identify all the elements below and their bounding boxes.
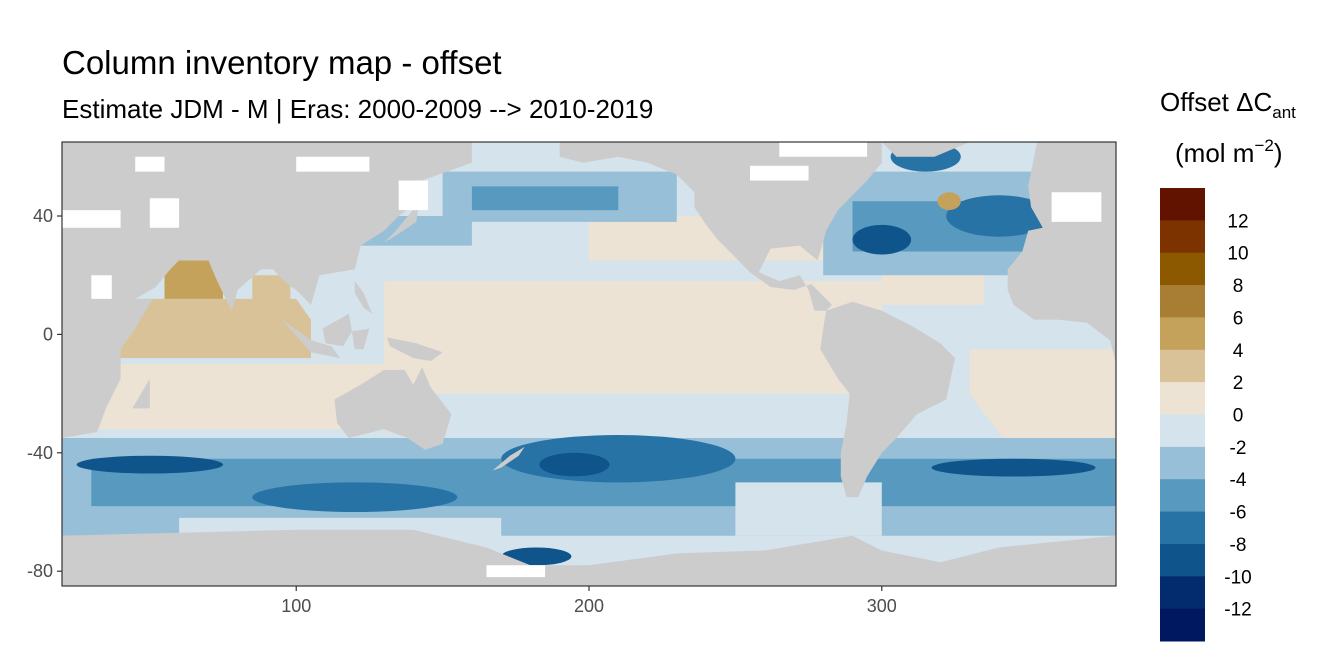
legend-label: 8	[1233, 276, 1244, 297]
x-axis: 100 200 300	[281, 586, 897, 616]
legend-bin	[1160, 220, 1205, 254]
land-area	[281, 319, 341, 359]
missing-data-area	[1051, 192, 1102, 222]
ocean-value-patches	[62, 142, 1116, 566]
ocean-patch	[735, 482, 882, 536]
land-area	[62, 529, 1116, 586]
ocean-patch	[539, 452, 610, 477]
legend-bin	[1160, 543, 1205, 577]
legend-title-main: Offset ΔC	[1160, 87, 1272, 117]
legend-label: -4	[1230, 470, 1247, 491]
ocean-patch	[471, 186, 619, 211]
legend-label: 2	[1233, 373, 1244, 394]
missing-data-area	[398, 180, 428, 211]
land-area	[881, 142, 970, 157]
missing-data-mask	[62, 142, 1102, 578]
missing-data-area	[135, 156, 165, 172]
legend-label: -8	[1230, 535, 1247, 556]
ocean-patch	[252, 275, 291, 305]
legend-bin	[1160, 382, 1205, 415]
ocean-patch	[852, 224, 912, 255]
legend-label: 0	[1233, 406, 1244, 427]
legend-label: 10	[1227, 244, 1248, 265]
land-area	[322, 313, 352, 347]
legend-title: Offset ΔCant	[1160, 87, 1296, 122]
land-area	[387, 337, 443, 361]
legend-bin	[1160, 317, 1205, 351]
legend-label: 4	[1233, 341, 1244, 362]
ocean-patch	[946, 195, 1052, 237]
map-subtitle: Estimate JDM - M | Eras: 2000-2009 --> 2…	[62, 94, 654, 124]
land-area	[132, 378, 150, 409]
ocean-patch	[969, 349, 1116, 453]
y-tick-label: -80	[27, 561, 53, 581]
legend-label: -10	[1224, 567, 1251, 588]
x-tick-label: 200	[574, 596, 604, 616]
ocean-patch	[76, 364, 414, 430]
legend-unit-superscript: −2	[1254, 136, 1273, 155]
legend-labels: 12 10 8 6 4 2 0 -2 -4 -6 -8 -10 -12	[1224, 211, 1251, 620]
land-area	[384, 201, 420, 243]
legend-label: -6	[1230, 503, 1247, 524]
missing-data-area	[91, 275, 112, 299]
legend-unit: (mol m−2)	[1175, 136, 1283, 168]
legend-unit-suffix: )	[1274, 138, 1283, 168]
legend-bin	[1160, 349, 1205, 383]
legend-bin	[1160, 446, 1205, 480]
missing-data-area	[486, 565, 546, 578]
legend-bin	[1160, 188, 1205, 221]
map-panel	[62, 142, 1116, 586]
ocean-patch	[931, 458, 1096, 477]
legend-bin	[1160, 252, 1205, 286]
x-tick-label: 100	[281, 596, 311, 616]
x-tick-label: 300	[867, 596, 897, 616]
legend-bin	[1160, 414, 1205, 448]
land-area	[820, 301, 955, 498]
missing-data-area	[779, 142, 868, 157]
legend-bin	[1160, 285, 1205, 318]
land-area	[334, 367, 452, 450]
legend-bin	[1160, 479, 1205, 513]
ocean-patch	[252, 482, 458, 512]
land-area	[559, 142, 882, 311]
legend-label: 6	[1233, 308, 1244, 329]
missing-data-area	[296, 156, 370, 172]
y-tick-label: 0	[43, 324, 53, 344]
ocean-patch	[384, 281, 882, 394]
y-axis: 40 0 -40 -80	[27, 206, 62, 581]
legend-bin	[1160, 511, 1205, 545]
ocean-patch	[76, 455, 223, 474]
legend-title-subscript: ant	[1272, 103, 1296, 122]
ocean-patch	[501, 435, 736, 483]
land-area	[492, 446, 525, 471]
y-tick-label: 40	[33, 206, 53, 226]
map-title: Column inventory map - offset	[62, 44, 502, 81]
missing-data-area	[62, 210, 121, 228]
missing-data-area	[149, 198, 180, 228]
ocean-patch	[164, 260, 223, 299]
legend-bin	[1160, 608, 1205, 642]
legend-unit-prefix: (mol m	[1175, 138, 1254, 168]
ocean-patch	[937, 192, 961, 211]
land-area	[351, 328, 370, 350]
legend-label: 12	[1227, 211, 1248, 232]
legend-color-bar	[1160, 188, 1205, 642]
legend-label: -12	[1224, 600, 1251, 621]
y-tick-label: -40	[27, 443, 53, 463]
missing-data-area	[750, 165, 809, 181]
color-legend: Offset ΔCant (mol m−2) 12 10 8 6 4 2 0 -2 -4 -6 -8…	[1160, 87, 1296, 642]
ocean-patch	[120, 298, 311, 359]
land-area	[354, 281, 373, 314]
legend-bin	[1160, 576, 1205, 610]
legend-label: -2	[1230, 438, 1247, 459]
